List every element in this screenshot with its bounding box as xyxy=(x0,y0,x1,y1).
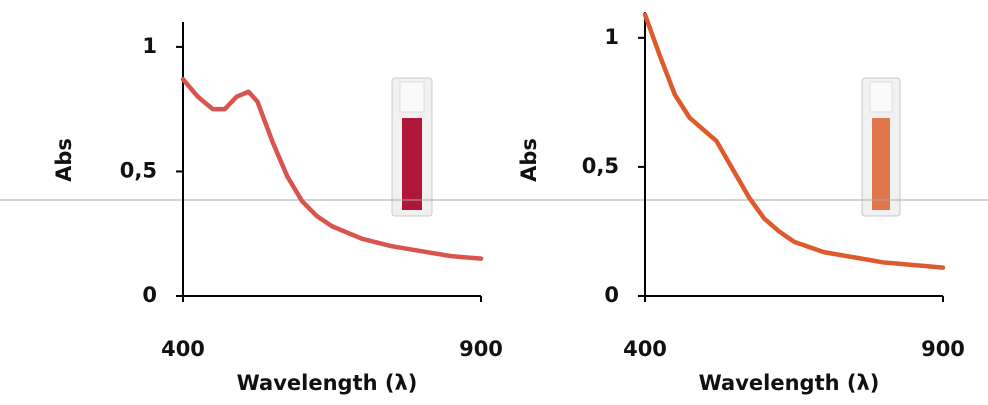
x-tick-label: 900 xyxy=(921,337,965,361)
y-tick-label: 0,5 xyxy=(582,154,619,178)
cuvette-left xyxy=(391,77,433,217)
x-tick-label: 400 xyxy=(623,337,667,361)
x-axis-label: Wavelength (λ) xyxy=(699,371,880,395)
y-tick-label: 0 xyxy=(142,283,157,307)
x-axis-label: Wavelength (λ) xyxy=(237,371,418,395)
y-axis-label: Abs xyxy=(52,138,76,182)
data-line xyxy=(642,12,946,270)
y-tick-label: 0 xyxy=(604,283,619,307)
y-tick-label: 0,5 xyxy=(120,158,157,182)
data-line xyxy=(180,77,484,261)
cuvette-right xyxy=(861,77,901,217)
y-tick-label: 1 xyxy=(604,25,619,49)
x-tick-label: 400 xyxy=(161,337,205,361)
x-tick-label: 900 xyxy=(459,337,503,361)
y-axis-label: Abs xyxy=(517,138,541,182)
y-tick-label: 1 xyxy=(142,34,157,58)
